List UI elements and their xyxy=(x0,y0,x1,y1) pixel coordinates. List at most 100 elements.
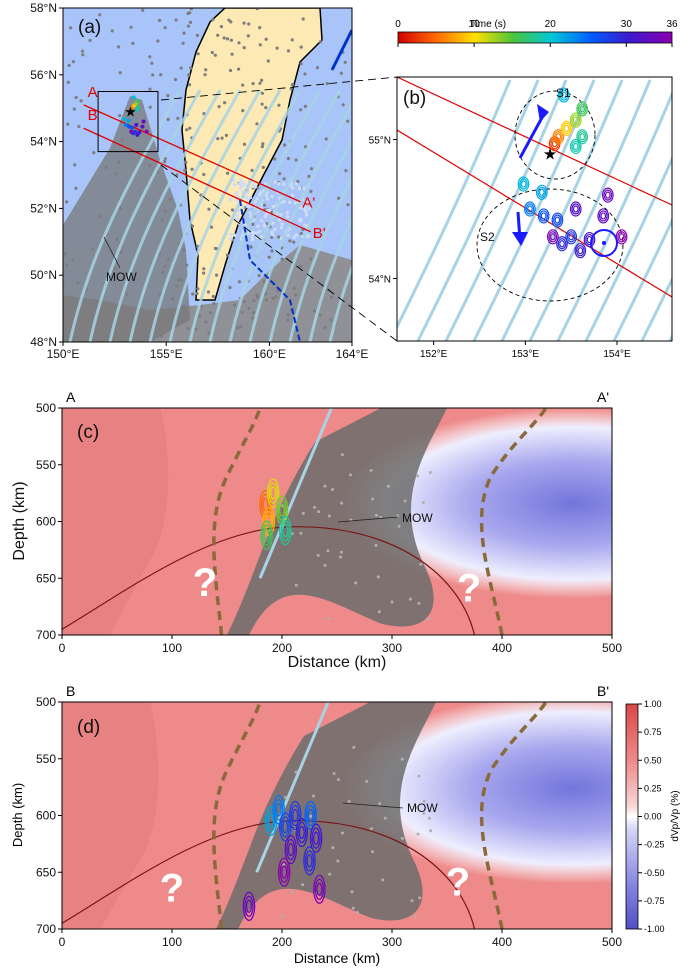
source-contour-inner xyxy=(617,231,626,243)
dvp-colorbar-label: dVp/Vp (%) xyxy=(670,790,681,841)
a-ytick: 52°N xyxy=(30,201,57,215)
cluster-s2-circle xyxy=(476,188,624,302)
source-contour-inner xyxy=(540,212,547,220)
source-contour xyxy=(556,236,568,252)
xlabel-c: Distance (km) xyxy=(288,654,387,671)
profile-start-label: B xyxy=(88,107,98,124)
source-contour xyxy=(264,806,278,836)
source-contour-inner xyxy=(566,231,576,243)
source-contour-inner xyxy=(577,247,584,255)
sources-b xyxy=(517,87,628,259)
source-contour-inner xyxy=(539,210,549,222)
source-contour-inner xyxy=(575,245,585,257)
source-contour xyxy=(569,201,582,217)
source-contour xyxy=(576,101,589,117)
profile-line-b xyxy=(397,77,672,206)
source-contour xyxy=(272,795,285,825)
profile-d-end: B' xyxy=(597,683,609,699)
source-contour-inner xyxy=(572,142,579,151)
source-contour-inner xyxy=(571,114,581,126)
panel-a-label: (a) xyxy=(78,17,101,38)
boundary-dashed-right xyxy=(479,408,548,635)
boundary-dashed-left xyxy=(212,408,262,635)
panel-c: A A' ?? 0 100 200 300 400 500500550600650700 … xyxy=(11,389,622,671)
cluster-s1-label: S1 xyxy=(556,86,571,100)
source-contour-inner xyxy=(585,233,594,246)
source-contour-inner xyxy=(292,808,299,823)
time-colorbar: Time (s) 0 10 20 30 36 xyxy=(395,19,678,47)
trench-line xyxy=(330,29,352,71)
section-xtick: 300 xyxy=(382,641,402,655)
kamchatka-land xyxy=(181,8,323,301)
source-contour xyxy=(279,812,292,842)
source-contour-inner xyxy=(290,804,300,827)
section-xtick: 300 xyxy=(382,935,402,949)
dvp-colorbar-tick: -0.50 xyxy=(644,868,665,878)
section-ytick: 650 xyxy=(36,571,56,585)
section-ytick: 650 xyxy=(36,865,56,879)
source-dot-a xyxy=(129,129,134,134)
a-xtick: 150°E xyxy=(47,347,80,361)
dvp-colorbar-tick: 0.25 xyxy=(644,783,662,793)
b-ytick: 55°N xyxy=(369,136,391,147)
source-contour-inner xyxy=(579,133,586,141)
mow-region xyxy=(63,96,190,342)
dvp-colorbar-tick: -0.25 xyxy=(644,840,665,850)
source-contour-inner xyxy=(604,191,611,199)
profile-start-label: A xyxy=(88,84,98,101)
a-ytick: 54°N xyxy=(30,135,57,149)
section-xtick: 400 xyxy=(492,641,512,655)
panel-a: A A' B B' ★ 150°E 155°E 160°E 164°E 48°N 50°N 52°… xyxy=(30,1,398,361)
source-contour xyxy=(601,187,614,203)
section-ytick: 550 xyxy=(36,752,56,766)
source-contour-inner xyxy=(618,233,625,241)
source-contour-inner xyxy=(600,212,607,220)
a-xtick: 160°E xyxy=(253,347,286,361)
section-xtick: 200 xyxy=(272,935,292,949)
dvp-colorbar-bar xyxy=(625,703,639,930)
source-contour-inner xyxy=(553,214,562,226)
source-contour-inner xyxy=(275,803,282,817)
source-contour-inner xyxy=(525,203,535,215)
profile-c-start: A xyxy=(66,389,76,405)
source-contour xyxy=(277,857,291,887)
source-contour xyxy=(517,176,530,192)
source-contour-inner xyxy=(313,831,320,845)
source-dot-a xyxy=(137,130,142,135)
source-contour-inner xyxy=(280,519,290,542)
sources-c xyxy=(259,478,292,550)
time-colorbar-title: Time (s) xyxy=(470,19,506,30)
source-dot-a xyxy=(131,95,136,100)
inset-box xyxy=(97,91,159,153)
b-xtick: 154°E xyxy=(603,349,631,360)
source-contour xyxy=(260,520,273,550)
question-mark: ? xyxy=(457,567,481,611)
source-contour-inner xyxy=(281,865,288,879)
source-contour-inner xyxy=(305,804,316,827)
source-contour-inner xyxy=(280,816,290,838)
source-contour xyxy=(309,823,323,853)
source-contour-inner xyxy=(287,842,294,857)
source-contour-inner xyxy=(261,524,272,546)
source-contour-inner xyxy=(598,210,608,222)
boundary-dashed-right xyxy=(479,702,548,929)
epicenter-star-b: ★ xyxy=(543,146,557,163)
source-contour-inner xyxy=(263,528,270,542)
panel-d: B B' ?? 0 100 200 300 400 500500550600650700 … xyxy=(10,683,622,966)
section-ytick: 500 xyxy=(36,695,56,709)
profile-end-label: B' xyxy=(313,225,326,242)
source-contour-inner xyxy=(282,820,289,834)
profile-lines: A A' B B' xyxy=(83,84,326,242)
source-contour xyxy=(557,87,570,103)
source-contour-inner xyxy=(572,205,579,213)
profile-d-start: B xyxy=(66,683,75,699)
dvp-colorbar: 1.00 0.75 0.50 0.25 0.00 -0.25 -0.50 -0.75 -1.00… xyxy=(625,699,681,934)
b-xtick: 152°E xyxy=(420,349,448,360)
mow-label-c: MOW xyxy=(402,511,433,525)
panel-b-label: (b) xyxy=(403,88,426,109)
section-xtick: 0 xyxy=(59,641,66,655)
xlabel-d: Distance (km) xyxy=(294,950,380,966)
source-contour-inner xyxy=(298,825,305,840)
source-contour-inner xyxy=(554,216,561,224)
